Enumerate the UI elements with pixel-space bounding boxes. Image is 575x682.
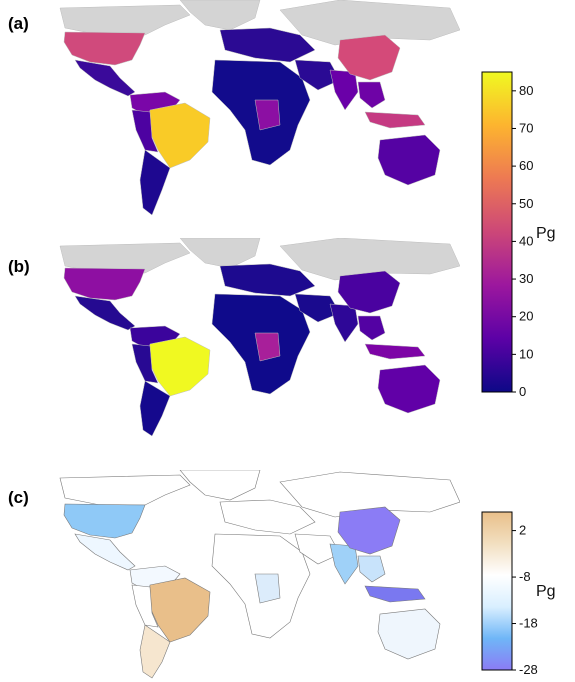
region-middle-east <box>294 533 341 565</box>
region-greenland <box>179 0 261 31</box>
region-peru <box>131 343 159 384</box>
region-canada <box>59 242 191 274</box>
colorbar-top-unit: Pg <box>536 225 556 242</box>
region-mexico <box>74 295 136 331</box>
region-mexico <box>74 59 136 97</box>
colorbar-bottom-tick-label: -28 <box>519 662 538 677</box>
region-argentina <box>139 624 171 679</box>
region-australia <box>377 134 441 186</box>
panel-label-b: (b) <box>8 257 30 276</box>
colorbar-bottom-tick-label: -8 <box>519 569 531 584</box>
region-brazil <box>147 577 211 643</box>
colorbar-top-tick-label: 80 <box>519 83 533 98</box>
region-se-asia <box>357 315 386 341</box>
region-usa <box>63 267 146 301</box>
region-india <box>329 543 359 585</box>
region-canada <box>59 4 191 36</box>
region-australia <box>377 608 441 660</box>
colorbar-top-tick-label: 0 <box>519 384 526 399</box>
region-middle-east <box>294 293 341 323</box>
colorbar-top-tick-label: 30 <box>519 271 533 286</box>
region-indonesia <box>364 111 426 129</box>
colorbar-top-tick-label: 10 <box>519 346 533 361</box>
region-brazil <box>147 336 211 397</box>
colorbar-bottom: 2 -8 -18 -28 Pg <box>481 511 556 677</box>
region-europe <box>219 27 316 63</box>
colorbar-top-tick-label: 20 <box>519 309 533 324</box>
panel-label-c: (c) <box>8 488 29 507</box>
region-brazil <box>147 102 211 169</box>
region-congo <box>254 573 281 604</box>
region-russia <box>279 238 460 281</box>
region-argentina <box>139 380 171 437</box>
colorbar-top-gradient <box>481 71 513 393</box>
colorbar-top-tick-label: 70 <box>519 120 533 135</box>
colorbar-top-tick-label: 60 <box>519 158 533 173</box>
region-se-asia <box>357 555 386 583</box>
region-greenland <box>179 238 261 269</box>
region-usa <box>63 31 146 66</box>
region-canada <box>59 474 191 506</box>
region-russia <box>279 471 460 518</box>
region-china <box>337 270 401 314</box>
region-mexico <box>74 533 136 571</box>
region-australia <box>377 364 441 414</box>
region-se-asia <box>357 81 386 109</box>
colorbar-top: 0 10 20 30 40 50 60 70 80 Pg <box>481 71 556 399</box>
region-indonesia <box>364 585 426 603</box>
region-peru <box>131 584 159 628</box>
region-india <box>329 303 359 343</box>
region-russia <box>279 0 460 46</box>
region-argentina <box>139 149 171 216</box>
region-china <box>337 506 401 555</box>
region-congo <box>254 332 281 362</box>
map-panel-a <box>59 0 460 216</box>
region-usa <box>63 503 146 539</box>
region-europe <box>219 499 316 535</box>
region-congo <box>254 99 281 131</box>
region-peru <box>131 109 159 153</box>
colorbar-top-tick-label: 40 <box>519 233 533 248</box>
colorbar-bottom-tick-label: -18 <box>519 616 538 631</box>
colorbar-bottom-unit: Pg <box>536 583 556 600</box>
region-europe <box>219 263 316 297</box>
region-middle-east <box>294 59 341 91</box>
map-panel-c <box>59 470 460 679</box>
region-greenland <box>179 470 261 501</box>
colorbar-top-tick-label: 50 <box>519 196 533 211</box>
region-india <box>329 69 359 111</box>
map-panel-b <box>59 238 460 437</box>
region-indonesia <box>364 343 426 360</box>
panel-label-a: (a) <box>8 14 29 33</box>
colorbar-bottom-gradient <box>481 511 513 671</box>
region-china <box>337 34 401 81</box>
colorbar-bottom-tick-label: 2 <box>519 523 526 538</box>
